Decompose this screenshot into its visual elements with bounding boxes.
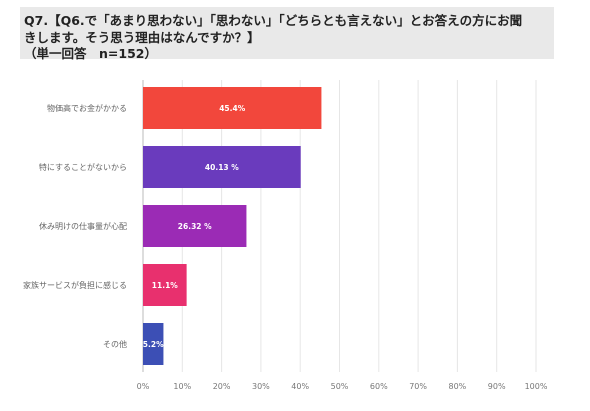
question-header: Q7.【Q6.で「あまり思わない」「思わない」「どちらとも言えない」とお答えの方… [20,7,554,61]
bar [143,323,164,365]
x-tick-label: 20% [213,382,231,391]
x-tick-label: 60% [370,382,388,391]
question-sample-size: （単一回答 n=152） [24,46,157,61]
data-label: 11.1% [152,281,179,290]
x-tick-label: 40% [291,382,309,391]
data-label: 26.32 % [178,222,212,231]
bar [143,146,301,188]
data-label: 45.4% [219,104,246,113]
category-label: 休み明けの仕事量が心配 [39,221,127,231]
x-tick-label: 100% [525,382,548,391]
bar [143,205,247,247]
x-tick-label: 0% [137,382,150,391]
category-label: 特にすることがないから [39,162,127,172]
x-tick-label: 50% [331,382,349,391]
category-label: その他 [103,339,127,349]
category-label: 家族サービスが負担に感じる [23,280,127,290]
question-title-line-1: Q7.【Q6.で「あまり思わない」「思わない」「どちらとも言えない」とお答えの方… [24,13,523,28]
question-title-line-2: きします。そう思う理由はなんですか？】 [24,30,260,45]
x-tick-label: 90% [488,382,506,391]
x-tick-label: 10% [173,382,191,391]
data-label: 40.13 % [205,163,239,172]
x-tick-label: 30% [252,382,270,391]
x-tick-label: 70% [409,382,427,391]
x-tick-label: 80% [449,382,467,391]
category-label: 物価高でお金がかかる [47,103,127,113]
bar [143,264,187,306]
bar [143,87,322,129]
data-label: 5.2% [143,340,164,349]
